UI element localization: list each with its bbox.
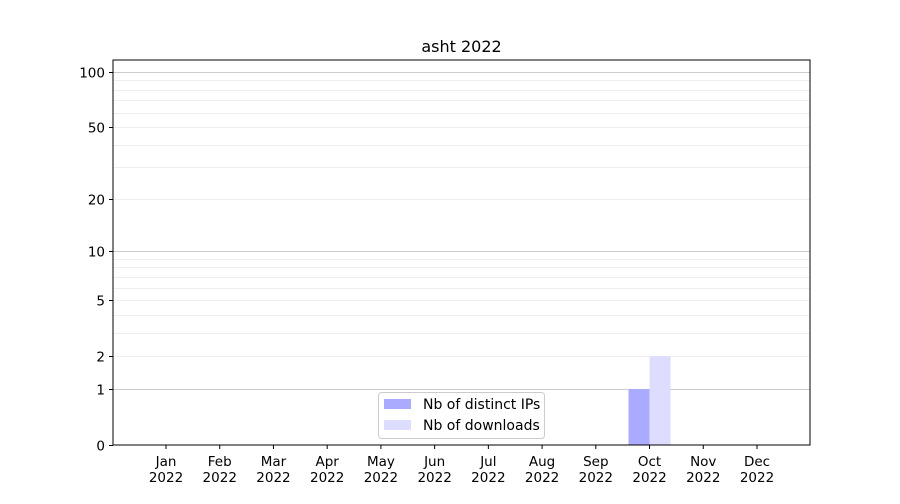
x-tick-label: Jun (423, 454, 445, 470)
x-tick-label: 2022 (149, 470, 183, 486)
x-axis: Jan2022Feb2022Mar2022Apr2022May2022Jun20… (149, 445, 774, 486)
y-tick-label: 1 (96, 383, 105, 399)
x-tick-label: Nov (690, 454, 716, 470)
x-tick-label: 2022 (525, 470, 559, 486)
x-tick-label: 2022 (740, 470, 774, 486)
x-tick-label: Jan (155, 454, 177, 470)
plot-frame (112, 59, 811, 446)
legend-label-downloads: Nb of downloads (423, 418, 540, 434)
x-tick-label: 2022 (686, 470, 720, 486)
x-tick-label: Sep (583, 454, 608, 470)
x-tick-label: Oct (638, 454, 661, 470)
x-tick-label: 2022 (256, 470, 290, 486)
x-tick-label: Mar (261, 454, 287, 470)
x-tick-label: 2022 (310, 470, 344, 486)
x-tick-label: Feb (208, 454, 232, 470)
x-tick-label: 2022 (579, 470, 613, 486)
y-tick-label: 2 (96, 350, 105, 366)
x-tick-label: 2022 (417, 470, 451, 486)
y-axis: 0 1 2 5 10 20 50 100 (79, 66, 113, 455)
x-tick-label: Apr (316, 454, 340, 470)
x-tick-label: Jul (479, 454, 496, 470)
bars (628, 356, 671, 445)
x-tick-label: 2022 (471, 470, 505, 486)
x-tick-label: Dec (744, 454, 770, 470)
bar-distinct-ips (628, 388, 650, 445)
x-tick-label: Aug (529, 454, 555, 470)
x-tick-label: 2022 (364, 470, 398, 486)
y-tick-label: 50 (88, 121, 105, 137)
grid (113, 72, 810, 390)
legend-label-ips: Nb of distinct IPs (423, 397, 540, 413)
legend: Nb of distinct IPs Nb of downloads (378, 392, 545, 439)
x-tick-label: May (367, 454, 395, 470)
chart-title: asht 2022 (421, 37, 501, 56)
legend-box (378, 392, 545, 439)
x-tick-label: 2022 (632, 470, 666, 486)
bar-downloads (649, 356, 671, 445)
y-tick-label: 5 (96, 294, 105, 310)
y-tick-label: 20 (88, 193, 105, 209)
y-tick-label: 10 (88, 245, 105, 261)
y-tick-label: 100 (79, 66, 105, 82)
legend-swatch-downloads (384, 420, 411, 430)
x-tick-label: 2022 (203, 470, 237, 486)
y-tick-label: 0 (96, 439, 105, 455)
legend-swatch-ips (384, 399, 411, 409)
